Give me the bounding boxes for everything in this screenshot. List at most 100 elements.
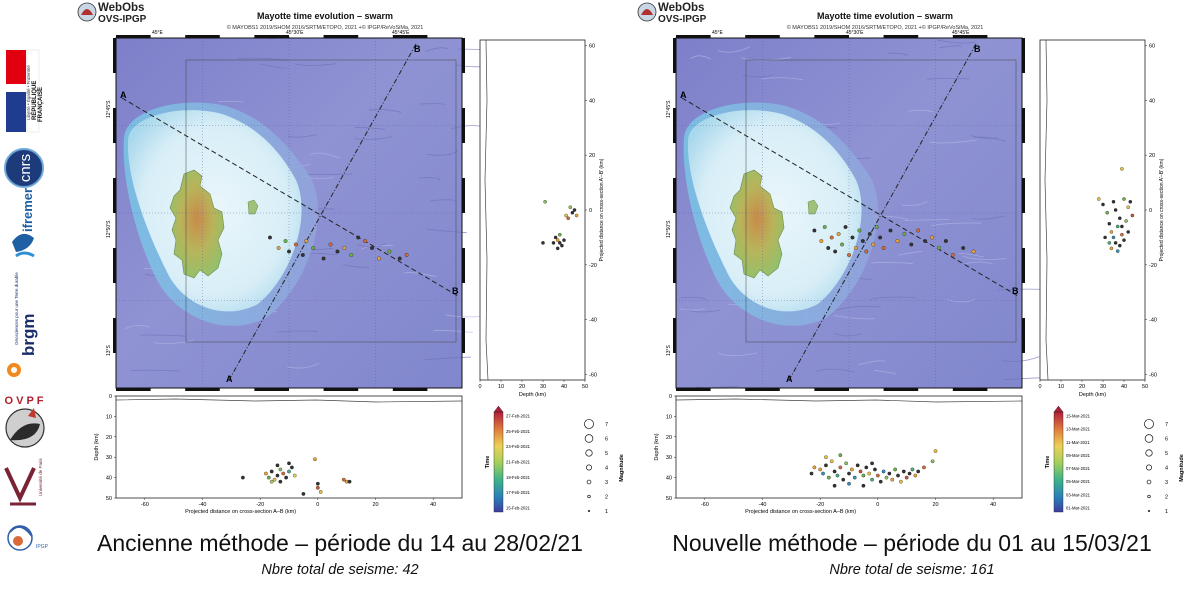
depth-profile-ytick: -60 [589,373,597,379]
map-epicenter [909,242,914,247]
relief-stroke [742,74,774,78]
brgm-tagline: Géosciences pour une Terre durable [14,272,19,345]
depth-profile-point [560,243,564,248]
relief-stroke [369,109,402,113]
cross-section-point [904,475,909,480]
depth-profile-point [570,210,575,215]
ovpf-text: O V P F [5,395,44,407]
cross-section-point [818,467,823,472]
depth-profile-chart: 0 10 20 30 40 50-60 -40 -20 0 20 40 60 Depth (km) Pro… [1038,39,1165,398]
republique-francaise-logo: Liberté • Égalité • Fraternité RÉPUBLIQU… [6,49,44,133]
depth-profile-point [1111,200,1116,204]
map-lat-tick: 13°S [106,344,112,356]
cross-section-point [809,471,814,476]
magnitude-symbol [587,509,591,513]
brand-line1: WebObs [98,2,144,14]
depth-profile-point [1130,213,1135,218]
depth-profile-point [1115,249,1120,253]
cross-section-xtick: 40 [430,502,436,508]
map-epicenter [971,249,976,254]
caption-new-total: Nbre total de seisme: 161 [829,562,995,578]
colorbar-title: Time [1045,456,1051,469]
colorbar-label: 05-Mar-2021 [1066,479,1091,484]
magnitude-symbol [587,494,591,499]
map-epicenter [819,239,824,243]
map-epicenter [342,246,347,250]
relief-stroke [926,78,970,80]
depth-profile-xtick: 30 [540,384,546,390]
map-lon-tick: 45°30'E [846,30,864,36]
cross-section-point [287,461,291,466]
relief-stroke [419,103,445,105]
caption-old-method: Ancienne méthode – période du 14 au 28/0… [60,528,620,580]
magnitude-symbol [1146,479,1152,485]
section-a2-b2-line [227,43,417,383]
map-frame-tick-left [673,318,676,353]
depth-profile-point [1111,235,1116,240]
map-frame-tick-top [883,35,919,38]
relief-stroke [354,126,386,131]
magnitude-label: 6 [1165,437,1168,443]
map-epicenter [930,235,934,240]
ifremer-logo: ifremer [12,188,35,258]
caption-old-title: Ancienne méthode – période du 14 au 28/0… [97,530,583,556]
colorbar-label: 25-Feb-2021 [506,429,531,434]
map-epicenter [812,228,817,233]
depth-profile-point [1120,224,1124,229]
relief-stroke [418,177,441,181]
depth-profile-ytick: -20 [589,263,597,269]
cross-section-point [826,475,831,480]
depth-profile-point [1107,241,1112,245]
map-epicenter [874,225,879,229]
map-lat-tick: 12°45'S [106,100,112,118]
depth-profile-point [574,213,579,218]
cross-section-point [878,479,883,484]
relief-stroke [403,272,437,278]
map-epicenter [888,228,893,233]
cross-section-point [812,465,817,470]
magnitude-label: 6 [605,437,608,443]
cross-section-xtick: -40 [759,502,767,508]
relief-stroke [937,39,976,44]
colorbar-arrow-icon [493,405,504,413]
cross-section-point [287,469,291,474]
map-lon-tick: 45°E [712,30,724,36]
relief-stroke [294,63,336,66]
relief-stroke [277,330,319,333]
map-epicenter [363,239,368,243]
map-frame-tick-right [1022,248,1025,283]
map-epicenter [268,235,272,240]
magnitude-symbol [584,434,594,443]
magnitude-label: 2 [605,495,608,501]
cross-section-xlabel: Projected distance on cross-section A–B … [745,509,856,515]
magnitude-symbol [1146,464,1152,471]
colorbar-title: Time [485,456,491,469]
map-frame-tick-right [1022,108,1025,143]
magnitude-symbol [584,419,594,429]
depth-profile-point [541,241,545,245]
cross-section-point [901,469,906,474]
cross-section-ytick: 20 [666,435,672,441]
colorbar-label: 15-Feb-2021 [506,506,531,511]
relief-stroke [972,215,1006,220]
relief-stroke [426,150,458,156]
depth-profile-point [553,235,558,240]
cross-section-point [852,475,857,480]
depth-profile-ylabel: Projected distance on cross-section A'–B… [599,158,605,261]
depth-profile-point [564,213,568,218]
depth-profile-ytick: 40 [589,98,595,104]
cross-section-point [847,471,851,476]
depth-profile-point [1097,197,1101,201]
depth-profile-point [1109,246,1114,251]
map-lat-tick: 13°S [666,344,672,356]
cross-section-ytick: 50 [666,496,672,502]
map-epicenter [328,242,333,247]
depth-profile-point [558,232,562,237]
cross-section-point [838,465,843,470]
relief-stroke [970,135,998,139]
chart-title: Mayotte time evolution – swarm [817,11,953,21]
cross-section-point [850,467,854,472]
cross-section-point [893,467,897,472]
magnitude-legend: 7 6 5 4 3 2 1 Magnitude [1144,419,1185,515]
magnitude-symbol [1147,494,1151,499]
